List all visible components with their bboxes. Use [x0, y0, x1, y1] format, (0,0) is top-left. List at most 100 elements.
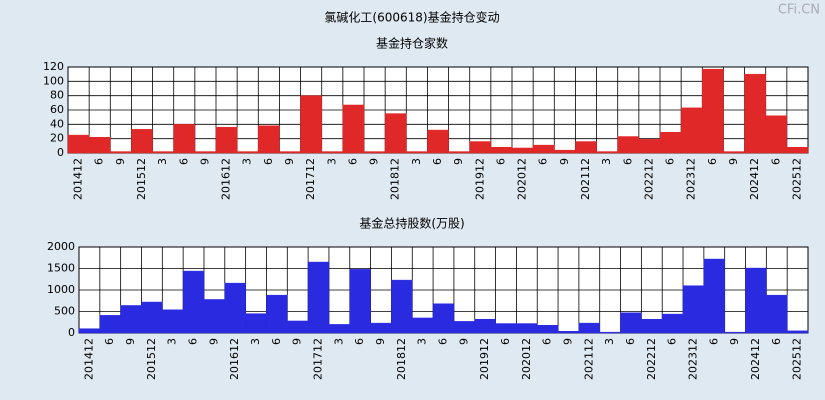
- bar: [617, 136, 640, 154]
- x-tick-label: 6: [499, 338, 512, 345]
- x-tick-label: 202112: [579, 158, 592, 200]
- bar: [99, 315, 121, 334]
- x-tick-label: 6: [346, 158, 359, 165]
- x-tick-label: 9: [124, 338, 137, 345]
- x-tick-label: 9: [374, 338, 387, 345]
- x-tick-label: 9: [452, 158, 465, 165]
- x-tick-label: 9: [727, 158, 740, 165]
- bar: [67, 134, 90, 154]
- x-tick-label: 6: [666, 338, 679, 345]
- x-tick-label: 201912: [473, 158, 486, 200]
- x-tick-label: 202112: [582, 338, 595, 380]
- x-tick-label: 201812: [389, 158, 402, 200]
- bar: [745, 267, 767, 334]
- bar: [363, 151, 386, 154]
- y-tick-label: 500: [54, 305, 75, 318]
- x-tick-label: 9: [114, 158, 127, 165]
- x-tick-label: 201712: [304, 158, 317, 200]
- x-tick-label: 3: [416, 338, 429, 345]
- bar: [703, 258, 725, 334]
- bar: [141, 301, 163, 334]
- x-tick-label: 9: [558, 158, 571, 165]
- x-tick-label: 201512: [145, 338, 158, 380]
- watermark: CFi.CN: [778, 3, 820, 18]
- bar: [765, 115, 788, 154]
- bar: [307, 261, 330, 334]
- x-tick-label: 201612: [228, 338, 241, 380]
- bar: [575, 141, 597, 154]
- x-tick-label: 6: [494, 158, 507, 165]
- bar: [287, 320, 309, 334]
- y-tick-label: 120: [43, 60, 64, 73]
- bar: [321, 151, 344, 154]
- bar: [474, 318, 496, 334]
- x-tick-label: 9: [207, 338, 220, 345]
- x-tick-label: 202012: [520, 338, 533, 380]
- bar: [173, 124, 196, 154]
- bar: [245, 313, 267, 334]
- bar: [495, 323, 517, 334]
- x-tick-label: 201812: [395, 338, 408, 380]
- x-tick-label: 9: [291, 338, 304, 345]
- bar: [641, 318, 663, 334]
- x-tick-label: 3: [332, 338, 345, 345]
- bar: [659, 131, 682, 154]
- x-tick-label: 9: [561, 338, 574, 345]
- bar: [78, 328, 101, 334]
- x-tick-label: 9: [283, 158, 296, 165]
- x-tick-label: 3: [241, 158, 254, 165]
- bar: [638, 139, 661, 154]
- x-tick-label: 201412: [72, 158, 85, 200]
- x-tick-label: 202212: [645, 338, 658, 380]
- y-tick-label: 40: [50, 117, 64, 130]
- bar: [682, 285, 705, 334]
- bar: [328, 324, 351, 334]
- y-tick-label: 0: [68, 326, 75, 339]
- bar: [384, 113, 407, 154]
- bar: [453, 321, 475, 334]
- bar: [596, 151, 618, 154]
- y-tick-label: 2000: [47, 240, 75, 253]
- y-tick-label: 100: [43, 74, 64, 87]
- bar: [131, 129, 153, 154]
- x-tick-label: 201912: [478, 338, 491, 380]
- bar: [786, 147, 809, 154]
- x-tick-label: 6: [93, 158, 106, 165]
- x-tick-label: 9: [457, 338, 470, 345]
- bar: [406, 151, 428, 154]
- x-tick-label: 202512: [791, 338, 804, 380]
- bar: [599, 331, 621, 334]
- x-tick-label: 6: [103, 338, 116, 345]
- x-tick-label: 6: [541, 338, 554, 345]
- bar: [724, 331, 746, 334]
- x-tick-label: 6: [187, 338, 200, 345]
- bar: [554, 149, 576, 154]
- bar: [342, 104, 365, 154]
- bar: [744, 73, 766, 154]
- x-tick-label: 6: [621, 158, 634, 165]
- x-tick-label: 6: [770, 338, 783, 345]
- bar: [536, 325, 559, 334]
- x-tick-label: 6: [431, 158, 444, 165]
- bar: [215, 126, 238, 154]
- x-tick-label: 6: [707, 338, 720, 345]
- y-tick-label: 1000: [47, 283, 75, 296]
- bar: [194, 151, 217, 154]
- x-tick-label: 201412: [82, 338, 95, 380]
- chart-subtitle: 基金总持股数(万股): [359, 216, 464, 231]
- chart-subtitle: 基金持仓家数: [376, 36, 448, 51]
- y-tick-label: 60: [50, 103, 64, 116]
- x-tick-label: 6: [706, 158, 719, 165]
- bar: [661, 313, 684, 334]
- x-tick-label: 201612: [220, 158, 233, 200]
- bar: [490, 147, 513, 154]
- bar: [427, 129, 449, 154]
- x-tick-label: 3: [166, 338, 179, 345]
- x-tick-label: 3: [249, 338, 262, 345]
- x-tick-label: 202312: [685, 158, 698, 200]
- x-tick-label: 202412: [749, 338, 762, 380]
- bar: [578, 322, 600, 334]
- bar: [680, 107, 703, 154]
- bar: [469, 141, 492, 154]
- bar: [152, 151, 174, 154]
